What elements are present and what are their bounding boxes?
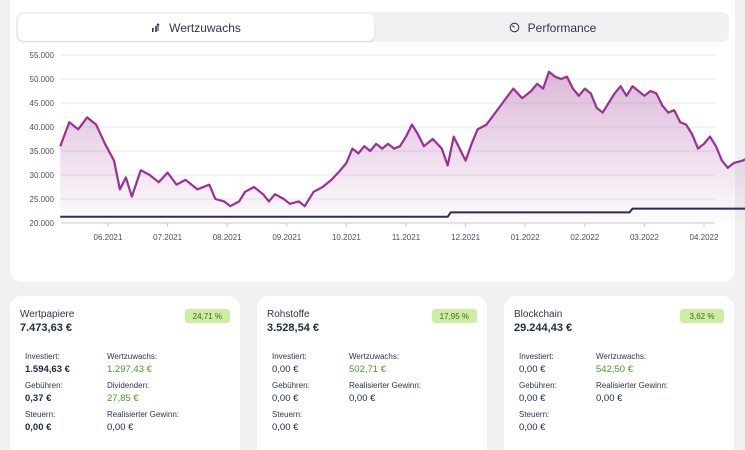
y-tick-label: 35.000 — [30, 147, 55, 156]
x-tick-label: 09.2021 — [272, 233, 301, 242]
y-tick-label: 25.000 — [30, 195, 55, 204]
stat-taxes: Steuern: 0,00 € — [25, 410, 55, 433]
gauge-icon — [509, 22, 520, 33]
stat-taxes: Steuern: 0,00 € — [519, 410, 549, 433]
performance-badge: 3,62 % — [680, 309, 724, 323]
stat-fees: Gebühren: 0,00 € — [519, 381, 557, 404]
card-blockchain[interactable]: Blockchain 29.244,43 € 3,62 % Investiert… — [504, 296, 734, 450]
stat-invested: Investiert: 0,00 € — [272, 352, 307, 375]
portfolio-growth-chart: 55.000 50.000 45.000 40.000 35.000 30.000 25.0… — [30, 51, 745, 242]
stat-value: 1.594,63 € — [25, 364, 70, 375]
stat-label: Gebühren: — [519, 381, 557, 390]
stat-invested: Investiert: 1.594,63 € — [25, 352, 70, 375]
stat-label: Gebühren: — [25, 381, 63, 390]
stat-label: Steuern: — [519, 410, 550, 419]
x-tick-label: 08.2021 — [213, 233, 242, 242]
stat-label: Investiert: — [272, 352, 307, 361]
x-tick-label: 12.2021 — [451, 233, 480, 242]
stat-value: 27,85 € — [107, 393, 139, 404]
performance-badge: 17,95 % — [431, 309, 477, 323]
y-tick-label: 40.000 — [30, 123, 55, 132]
stat-fees: Gebühren: 0,00 € — [272, 381, 310, 404]
stat-realized-gain: Realisierter Gewinn: 0,00 € — [349, 381, 421, 404]
y-tick-label: 45.000 — [30, 99, 55, 108]
card-total: 3.528,54 € — [267, 322, 319, 334]
stat-value: 0,00 € — [596, 393, 623, 404]
x-tick-label: 10.2021 — [332, 233, 361, 242]
x-tick-label: 01.2022 — [511, 233, 540, 242]
stat-value: 0,00 € — [25, 422, 52, 433]
tab-performance[interactable]: Performance — [378, 14, 727, 41]
performance-badge: 24,71 % — [184, 309, 230, 323]
portfolio-value-line — [59, 70, 745, 208]
tab-wertzuwachs-label: Wertzuwachs — [169, 20, 241, 35]
stat-value: 0,00 € — [272, 364, 299, 375]
stat-value: 1.297,43 € — [107, 364, 152, 375]
stat-label: Dividenden: — [107, 381, 150, 390]
tab-wertzuwachs[interactable]: Wertzuwachs — [18, 14, 374, 41]
stat-label: Wertzuwachs: — [596, 352, 647, 361]
stat-taxes: Steuern: 0,00 € — [272, 410, 302, 433]
stat-realized-gain: Realisierter Gewinn: 0,00 € — [107, 410, 179, 433]
stat-label: Realisierter Gewinn: — [107, 410, 180, 419]
x-tick-label: 11.2021 — [392, 233, 421, 242]
invested-capital-line — [60, 207, 745, 218]
stat-realized-gain: Realisierter Gewinn: 0,00 € — [596, 381, 668, 404]
stat-growth: Wertzuwachs: 542,50 € — [596, 352, 646, 375]
x-tick-label: 03.2022 — [630, 233, 659, 242]
stat-value: 0,00 € — [349, 393, 376, 404]
stat-label: Steuern: — [272, 410, 303, 419]
bar-chart-icon — [151, 22, 161, 33]
stat-value: 502,71 € — [349, 364, 386, 375]
stat-value: 0,37 € — [25, 393, 52, 404]
y-tick-label: 20.000 — [30, 219, 55, 228]
x-tick-label: 02.2022 — [570, 233, 599, 242]
stat-value: 542,50 € — [596, 364, 633, 375]
card-title: Wertpapiere — [20, 309, 75, 320]
x-tick-label: 06.2021 — [94, 233, 123, 242]
stat-growth: Wertzuwachs: 1.297,43 € — [107, 352, 157, 375]
stat-label: Investiert: — [25, 352, 60, 361]
card-title: Rohstoffe — [267, 309, 310, 320]
stat-label: Realisierter Gewinn: — [596, 381, 669, 390]
stat-label: Steuern: — [25, 410, 56, 419]
card-total: 29.244,43 € — [514, 322, 573, 334]
stat-label: Gebühren: — [272, 381, 310, 390]
y-tick-label: 30.000 — [30, 171, 55, 180]
series-area-fill — [60, 71, 745, 223]
stat-invested: Investiert: 0,00 € — [519, 352, 554, 375]
x-tick-label: 07.2021 — [153, 233, 182, 242]
stat-label: Investiert: — [519, 352, 554, 361]
stat-growth: Wertzuwachs: 502,71 € — [349, 352, 399, 375]
stat-value: 0,00 € — [519, 393, 546, 404]
stat-fees: Gebühren: 0,37 € — [25, 381, 63, 404]
card-wertpapiere[interactable]: Wertpapiere 7.473,63 € 24,71 % Investier… — [10, 296, 240, 450]
stat-value: 0,00 € — [272, 422, 299, 433]
stat-label: Wertzuwachs: — [349, 352, 400, 361]
y-tick-label: 50.000 — [30, 75, 55, 84]
stat-label: Wertzuwachs: — [107, 352, 158, 361]
card-total: 7.473,63 € — [20, 322, 72, 334]
stat-value: 0,00 € — [272, 393, 299, 404]
card-rohstoffe[interactable]: Rohstoffe 3.528,54 € 17,95 % Investiert:… — [257, 296, 487, 450]
tab-performance-label: Performance — [527, 20, 597, 35]
stat-label: Realisierter Gewinn: — [349, 381, 422, 390]
tab-bar: Wertzuwachs Performance — [16, 12, 729, 42]
stat-dividends: Dividenden: 27,85 € — [107, 381, 149, 404]
stat-value: 0,00 € — [519, 364, 546, 375]
y-tick-label: 55.000 — [30, 51, 55, 60]
card-title: Blockchain — [514, 309, 563, 320]
stat-value: 0,00 € — [107, 422, 134, 433]
stat-value: 0,00 € — [519, 422, 546, 433]
x-tick-label: 04.2022 — [690, 233, 719, 242]
